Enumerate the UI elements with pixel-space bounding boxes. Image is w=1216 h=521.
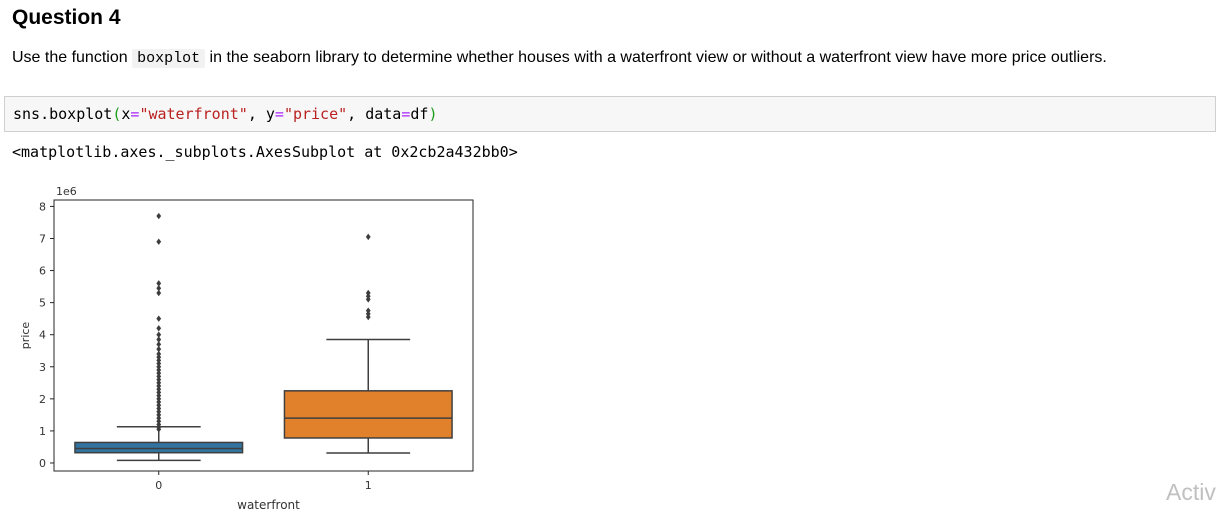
outlier-point	[156, 325, 162, 332]
y-axis-label: price	[19, 322, 32, 350]
code-token: "price"	[283, 105, 348, 123]
x-axis-label: waterfront	[237, 498, 300, 512]
boxplot-chart: 0 1 2 3 4 5 6 7 8 1e6 price 0 1 waterfront	[19, 185, 474, 512]
code-token: x	[121, 105, 131, 123]
outlier-point	[156, 389, 162, 396]
outlier-point	[156, 366, 162, 374]
x-tick-label: 1	[365, 479, 372, 492]
outlier-point	[156, 353, 162, 361]
y-tick-label: 3	[39, 361, 46, 374]
outlier-point	[365, 289, 371, 297]
code-token: sns.boxplot	[13, 105, 113, 123]
outlier-point	[365, 313, 371, 321]
cell-output-text: <matplotlib.axes._subplots.AxesSubplot a…	[12, 143, 518, 161]
y-tick-label: 4	[39, 329, 46, 342]
outlier-point	[156, 331, 162, 338]
code-token: df	[410, 105, 429, 123]
y-tick-label: 7	[39, 232, 46, 245]
outlier-point	[156, 315, 162, 322]
outlier-point	[156, 418, 162, 425]
outlier-point	[156, 280, 162, 287]
outlier-point	[156, 392, 162, 399]
description-text-after: in the seaborn library to determine whet…	[205, 49, 1107, 66]
outlier-point	[365, 310, 371, 318]
outlier-point	[156, 363, 162, 370]
outlier-point	[365, 296, 371, 303]
y-tick-label: 5	[39, 297, 46, 310]
outlier-point	[156, 405, 162, 412]
code-token: =	[401, 105, 411, 123]
outlier-point	[156, 386, 162, 393]
description-text-before: Use the function	[12, 49, 133, 66]
outlier-point	[156, 379, 162, 387]
inline-code-boxplot: boxplot	[132, 49, 206, 68]
y-tick-label: 6	[39, 265, 46, 278]
question-description: Use the function boxplot in the seaborn …	[12, 49, 1107, 68]
box-iqr	[283, 390, 453, 439]
outlier-point	[365, 233, 371, 241]
outlier-point	[156, 345, 162, 353]
y-tick-label: 8	[39, 200, 46, 213]
y-tick-label: 2	[39, 393, 46, 406]
code-cell[interactable]: sns.boxplot(x="waterfront", y="price", d…	[4, 96, 1216, 132]
outlier-point	[156, 411, 162, 419]
outlier-point	[156, 360, 162, 367]
outlier-point	[156, 402, 162, 409]
code-token: =	[274, 105, 284, 123]
y-tick-label: 0	[39, 457, 46, 470]
outlier-point	[156, 289, 162, 297]
outlier-point	[156, 357, 162, 364]
code-token: )	[428, 105, 438, 123]
outlier-point	[156, 382, 162, 390]
outlier-point	[156, 336, 162, 343]
outlier-point	[156, 376, 162, 383]
code-token: "waterfront"	[139, 105, 248, 123]
outlier-point	[156, 212, 162, 220]
outlier-point	[156, 284, 162, 292]
plot-frame	[53, 199, 474, 472]
outlier-point	[156, 408, 162, 415]
y-tick-label: 1	[39, 425, 46, 438]
x-tick-label: 0	[155, 479, 162, 492]
code-line[interactable]: sns.boxplot(x="waterfront", y="price", d…	[13, 105, 437, 123]
outlier-point	[156, 414, 162, 422]
outlier-point	[156, 238, 162, 245]
code-token: , data	[347, 105, 402, 123]
outlier-point	[156, 341, 162, 348]
code-token: (	[112, 105, 122, 123]
code-token: =	[130, 105, 140, 123]
activate-windows-watermark: Activ	[1166, 479, 1216, 505]
code-token: , y	[247, 105, 275, 123]
outlier-point	[156, 369, 162, 377]
outlier-point	[365, 307, 371, 314]
question-heading: Question 4	[12, 6, 121, 29]
y-offset-label: 1e6	[56, 185, 77, 198]
outlier-point	[365, 293, 371, 300]
box-iqr	[74, 441, 244, 454]
